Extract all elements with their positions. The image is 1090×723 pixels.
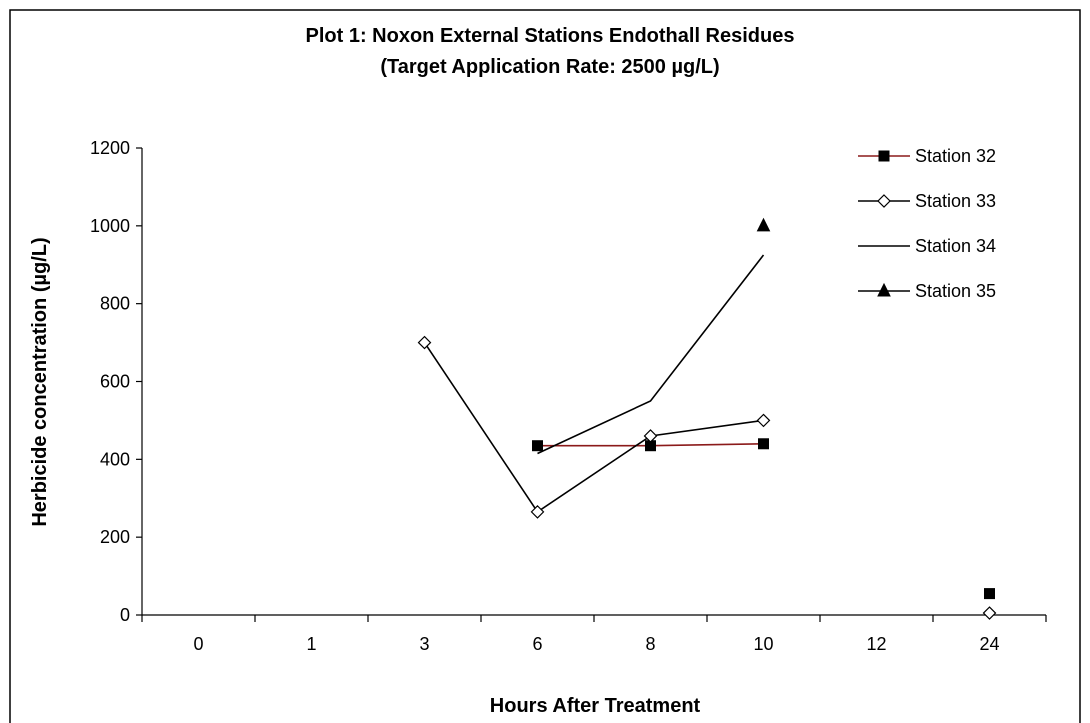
y-tick-label: 200 [100, 527, 130, 547]
y-tick-label: 1200 [90, 138, 130, 158]
y-tick-label: 600 [100, 372, 130, 392]
x-tick-label: 6 [532, 634, 542, 654]
x-tick-label: 24 [979, 634, 999, 654]
diamond-marker [877, 194, 891, 208]
diamond-marker [756, 413, 771, 428]
diamond-marker [530, 505, 545, 519]
x-tick-label: 3 [419, 634, 429, 654]
square-marker [878, 150, 890, 162]
legend-label: Station 34 [915, 236, 996, 256]
series-layer [417, 217, 997, 620]
legend-item: Station 33 [858, 191, 996, 211]
axes: 0 200 400 600 800 1000 1200 0 1 3 6 8 10 12 24 [90, 138, 1047, 654]
chart-subtitle: (Target Application Rate: 2500 µg/L) [380, 56, 719, 78]
square-marker [984, 588, 995, 600]
triangle-marker [756, 217, 771, 232]
legend-item: Station 32 [858, 146, 996, 166]
y-axis-title: Herbicide concentration (µg/L) [29, 237, 51, 526]
series-line [537, 254, 765, 455]
series-station-35 [756, 217, 771, 232]
chart-border [9, 9, 1081, 723]
legend-item: Station 35 [858, 281, 996, 301]
x-axis-title: Hours After Treatment [490, 695, 701, 717]
y-tick-label: 1000 [90, 216, 130, 236]
diamond-marker [643, 429, 658, 443]
x-tick-label: 8 [645, 634, 655, 654]
square-marker [532, 440, 543, 452]
x-tick-label: 12 [866, 634, 886, 654]
series-line [423, 342, 764, 513]
diamond-marker [417, 335, 432, 350]
x-tick-label: 1 [306, 634, 316, 654]
legend-label: Station 32 [915, 146, 996, 166]
y-tick-label: 0 [120, 605, 130, 625]
legend-item: Station 34 [858, 236, 996, 256]
series-station-34 [537, 254, 765, 455]
triangle-marker [877, 282, 891, 297]
x-tick-label: 10 [753, 634, 773, 654]
square-marker [758, 438, 769, 450]
legend: Station 32 Station 33 Station 34 Station 35 [858, 146, 996, 301]
y-tick-label: 400 [100, 449, 130, 469]
x-tick-label: 0 [193, 634, 203, 654]
y-tick-label: 800 [100, 294, 130, 314]
legend-label: Station 35 [915, 281, 996, 301]
diamond-marker [982, 606, 997, 620]
legend-label: Station 33 [915, 191, 996, 211]
chart-title: Plot 1: Noxon External Stations Endothal… [306, 25, 795, 47]
series-station-33 [417, 335, 997, 620]
